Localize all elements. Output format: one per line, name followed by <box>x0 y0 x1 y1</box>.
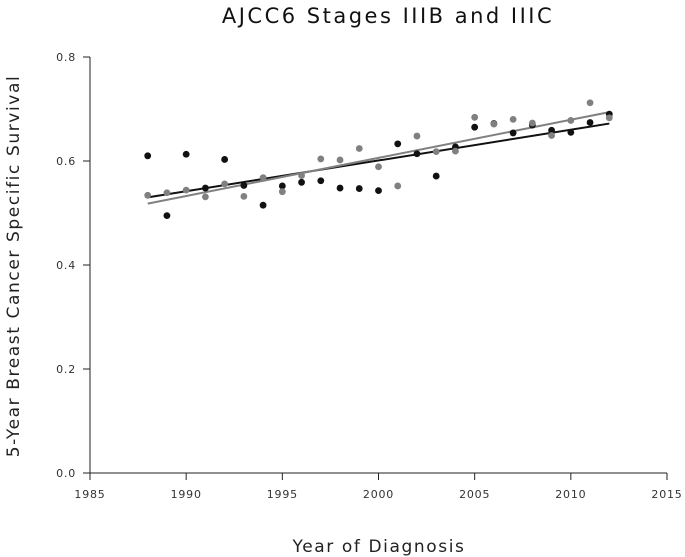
data-point-series-2 <box>355 145 363 152</box>
data-point-series-1 <box>278 182 286 190</box>
data-point-series-2 <box>413 132 421 140</box>
data-point-series-2 <box>567 117 575 124</box>
y-tick-label: 0.6 <box>56 155 76 168</box>
data-point-series-2 <box>317 155 325 163</box>
data-point-series-1 <box>317 177 325 185</box>
data-point-series-2 <box>298 172 305 179</box>
data-point-series-1 <box>548 126 555 134</box>
x-tick-label: 2005 <box>459 488 490 501</box>
data-point-series-2 <box>375 163 382 171</box>
data-point-series-2 <box>394 182 402 190</box>
data-point-series-1 <box>471 123 479 131</box>
data-point-series-1 <box>144 152 152 160</box>
data-point-series-1 <box>336 184 344 192</box>
y-tick-label: 0.0 <box>56 467 76 480</box>
x-tick-label: 1985 <box>74 488 105 501</box>
data-point-series-2 <box>202 193 209 201</box>
data-point-series-1 <box>259 201 267 209</box>
data-point-series-1 <box>394 140 402 148</box>
data-point-series-1 <box>163 212 171 220</box>
data-point-series-2 <box>586 99 594 107</box>
trend-line-series-1 <box>147 122 610 199</box>
data-point-series-2 <box>471 113 479 121</box>
y-tick-label: 0.2 <box>56 363 76 376</box>
data-point-series-1 <box>182 150 190 158</box>
y-ticks: 0.0 0.2 0.4 0.6 0.8 <box>56 51 90 480</box>
data-points <box>144 99 613 220</box>
data-point-series-2 <box>221 180 229 188</box>
data-point-series-2 <box>490 120 498 128</box>
data-point-series-1 <box>202 184 209 192</box>
data-point-series-2 <box>548 132 555 139</box>
x-tick-label: 2010 <box>555 488 586 501</box>
data-point-series-2 <box>144 191 152 199</box>
data-point-series-1 <box>432 172 440 180</box>
x-ticks: 1985 1990 1995 2000 2005 2010 2015 <box>74 473 682 501</box>
y-tick-label: 0.8 <box>56 51 76 64</box>
data-point-series-2 <box>452 147 459 155</box>
data-point-series-2 <box>528 119 536 127</box>
data-point-series-2 <box>605 114 613 122</box>
x-tick-label: 2015 <box>651 488 682 501</box>
data-point-series-1 <box>221 156 229 163</box>
y-axis-label: 5-Year Breast Cancer Specific Survival <box>4 75 24 458</box>
data-point-series-1 <box>586 119 594 126</box>
data-point-series-2 <box>509 116 517 123</box>
data-point-series-2 <box>182 186 190 194</box>
data-point-series-1 <box>509 129 517 137</box>
x-axis-label: Year of Diagnosis <box>291 537 465 557</box>
data-point-series-1 <box>413 150 421 158</box>
data-point-series-2 <box>432 148 440 156</box>
data-point-series-1 <box>567 129 575 136</box>
x-tick-label: 2000 <box>363 488 394 501</box>
data-point-series-2 <box>259 174 267 182</box>
x-tick-label: 1995 <box>267 488 298 501</box>
chart-title: AJCC6 Stages IIIB and IIIC <box>222 4 554 28</box>
data-point-series-2 <box>278 188 286 196</box>
y-tick-label: 0.4 <box>56 259 76 272</box>
data-point-series-1 <box>298 178 305 186</box>
data-point-series-1 <box>375 187 382 195</box>
data-point-series-2 <box>240 192 248 200</box>
data-point-series-1 <box>240 182 248 189</box>
data-point-series-2 <box>163 189 171 197</box>
data-point-series-2 <box>336 156 344 164</box>
x-tick-label: 1990 <box>171 488 202 501</box>
data-point-series-1 <box>355 185 363 192</box>
